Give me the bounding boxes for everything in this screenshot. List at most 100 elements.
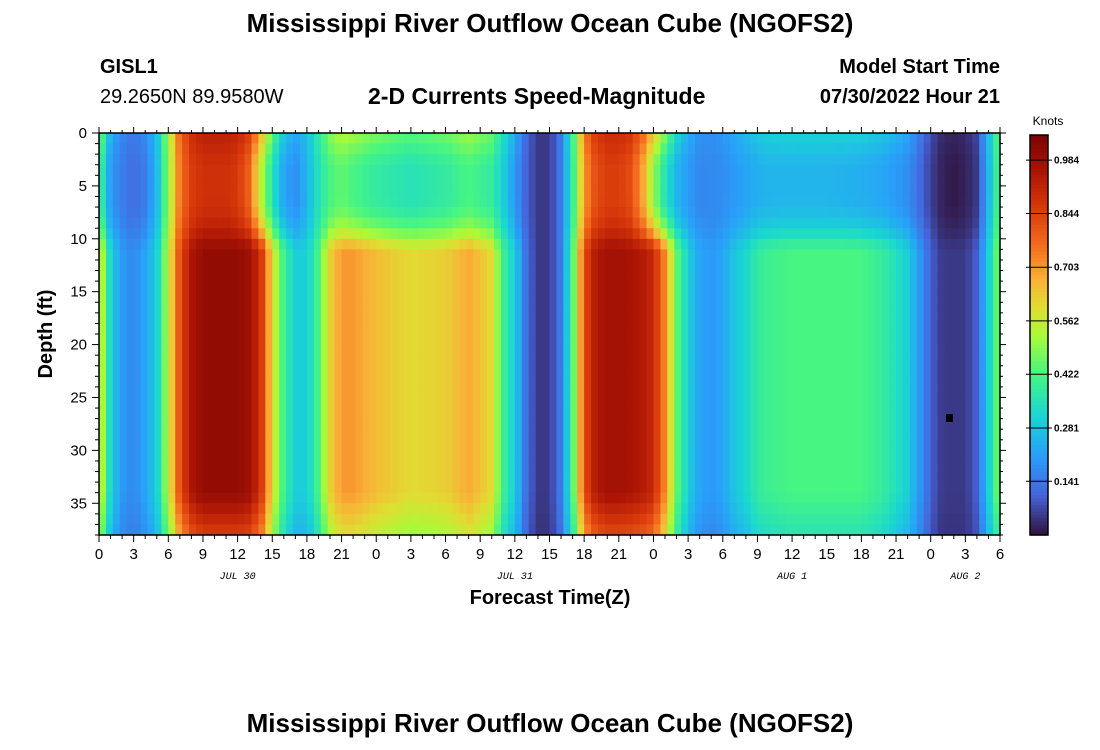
heatmap-cell [189,344,197,356]
heatmap-cell [334,418,343,430]
heatmap-cell [715,344,724,356]
heatmap-cell [390,312,398,325]
heatmap-cell [847,397,856,409]
heatmap-cell [223,143,232,155]
heatmap-cell [452,482,460,494]
heatmap-cell [424,175,433,187]
heatmap-cell [313,133,322,145]
heatmap-cell [701,196,710,208]
heatmap-cell [805,524,814,536]
heatmap-cell [99,471,107,483]
heatmap-cell [909,471,918,483]
heatmap-cell [279,365,287,377]
heatmap-cell [577,450,585,462]
heatmap-cell [708,302,717,314]
heatmap-cell [646,408,655,420]
heatmap-cell [805,207,814,219]
heatmap-cell [868,482,876,494]
heatmap-cell [237,207,246,219]
heatmap-cell [258,154,266,166]
heatmap-cell [909,312,918,325]
heatmap-cell [410,185,419,198]
heatmap-cell [161,397,169,409]
heatmap-cell [923,281,932,293]
heatmap-cell [868,207,876,219]
heatmap-cell [785,334,793,346]
heatmap-cell [632,164,641,176]
heatmap-cell [584,207,592,219]
heatmap-cell [348,482,357,494]
heatmap-cell [403,344,412,356]
heatmap-cell [736,259,745,272]
heatmap-cell [473,217,481,229]
heatmap-cell [639,133,648,145]
heatmap-cell [466,323,474,335]
heatmap-cell [507,334,516,346]
heatmap-cell [459,450,467,462]
heatmap-cell [736,513,745,526]
heatmap-cell [882,429,890,441]
heatmap-cell [528,154,537,166]
heatmap-cell [223,207,232,219]
heatmap-cell [299,492,308,504]
heatmap-cell [570,175,578,187]
heatmap-cell [424,323,433,335]
heatmap-cell [757,270,765,282]
heatmap-cell [799,175,807,187]
heatmap-cell [965,503,973,515]
heatmap-cell [819,408,828,420]
heatmap-cell [986,291,994,303]
heatmap-cell [237,133,246,145]
heatmap-cell [286,450,294,462]
heatmap-cell [341,249,350,261]
heatmap-cell [625,196,634,208]
heatmap-cell [965,355,973,367]
heatmap-cell [757,503,765,515]
heatmap-cell [258,439,266,451]
heatmap-cell [383,143,391,155]
heatmap-cell [916,175,925,187]
heatmap-cell [473,503,481,515]
heatmap-cell [979,439,987,451]
heatmap-cell [923,323,932,335]
heatmap-cell [445,249,454,261]
heatmap-cell [923,503,932,515]
heatmap-cell [674,249,682,261]
heatmap-cell [618,492,627,504]
heatmap-cell [133,460,142,473]
heatmap-cell [826,355,835,367]
heatmap-cell [514,344,523,356]
heatmap-cell [410,482,419,494]
heatmap-cell [805,471,814,483]
heatmap-cell [369,154,377,166]
heatmap-cell [771,334,779,346]
heatmap-cell [237,281,246,293]
heatmap-cell [937,143,946,155]
heatmap-cell [764,185,772,198]
heatmap-cell [819,259,828,272]
heatmap-cell [819,386,828,399]
heatmap-cell [251,238,260,250]
heatmap-cell [216,217,225,229]
heatmap-cell [819,238,828,250]
heatmap-cell [369,207,377,219]
heatmap-cell [306,175,315,187]
heatmap-cell [133,439,142,451]
heatmap-cell [258,217,266,229]
heatmap-cell [750,175,759,187]
heatmap-cell [348,281,357,293]
heatmap-cell [535,450,544,462]
heatmap-cell [715,397,724,409]
heatmap-cell [639,513,648,526]
heatmap-cell [604,482,613,494]
heatmap-cell [639,175,648,187]
heatmap-cell [265,513,273,526]
heatmap-cell [889,302,897,314]
heatmap-cell [771,238,779,250]
heatmap-cell [701,492,710,504]
heatmap-cell [161,217,169,229]
heatmap-cell [979,175,987,187]
heatmap-cell [708,154,717,166]
heatmap-cell [695,344,703,356]
heatmap-cell [244,312,253,325]
